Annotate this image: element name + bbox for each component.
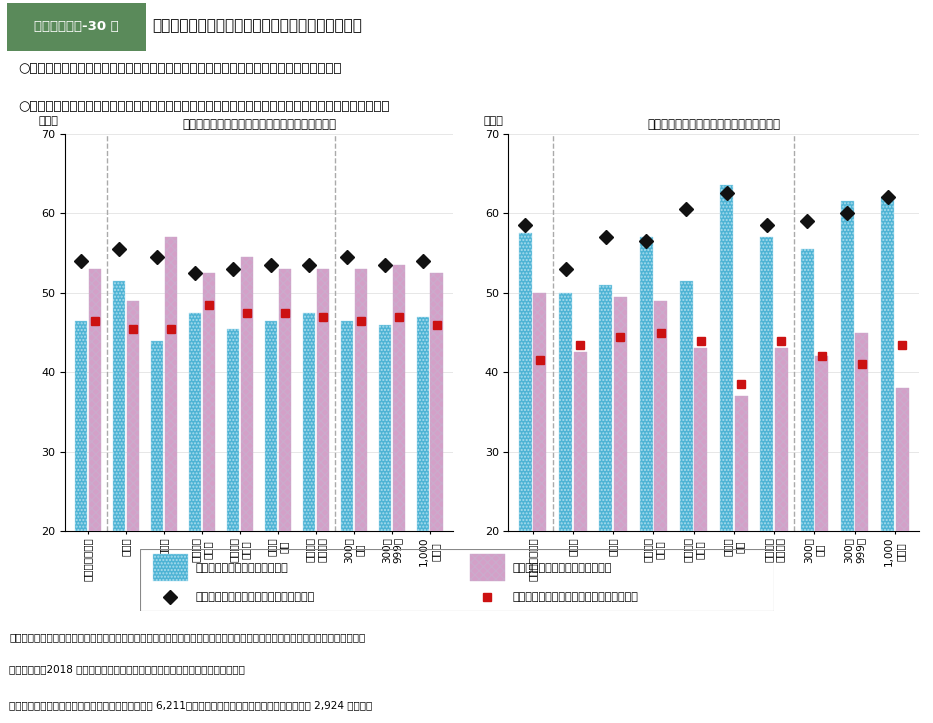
Bar [614, 296, 627, 531]
Bar [7, 3, 146, 51]
Bar [856, 333, 869, 531]
Bar [265, 321, 277, 531]
Bar [76, 321, 88, 531]
Bar [815, 356, 829, 531]
Text: ○　役職に就いていない労働者は、今後ゼネラリストとしての就労を希望する者が多い。: ○ 役職に就いていない労働者は、今後ゼネラリストとしての就労を希望する者が多い。 [19, 62, 342, 75]
Bar [430, 273, 442, 531]
Text: 現在、ゼネラリストとして就労: 現在、ゼネラリストとして就労 [195, 563, 288, 573]
Text: 役職別にみた従業員の能力に対する考え方について: 役職別にみた従業員の能力に対する考え方について [152, 19, 362, 33]
Bar [694, 348, 707, 531]
Bar [189, 312, 202, 531]
Bar [470, 555, 505, 581]
Bar [760, 237, 773, 531]
Bar [316, 269, 328, 531]
Bar [355, 269, 367, 531]
Bar [841, 201, 854, 531]
Bar [574, 352, 587, 531]
Bar [151, 341, 163, 531]
Text: （2018 年）の個票を厚生労働省労働政策担当参事官室にて独自集計: （2018 年）の個票を厚生労働省労働政策担当参事官室にて独自集計 [9, 664, 245, 675]
Bar [165, 237, 177, 531]
Bar [734, 396, 747, 531]
Bar [640, 237, 652, 531]
Text: ○　大企業の課長・部長相当職者は、今後スペシャリストとしての就労を希望する者の割合が高まる。: ○ 大企業の課長・部長相当職者は、今後スペシャリストとしての就労を希望する者の割… [19, 100, 390, 113]
Text: 現在、スペシャリストとして就労: 現在、スペシャリストとして就労 [512, 563, 612, 573]
Bar [896, 388, 909, 531]
Bar [654, 301, 667, 531]
Text: ５年先、スペシャリストとして就労を希望: ５年先、スペシャリストとして就労を希望 [512, 592, 638, 602]
Bar [341, 321, 353, 531]
Bar [379, 325, 391, 531]
Bar [417, 317, 429, 531]
Bar [801, 249, 814, 531]
Bar [534, 293, 547, 531]
Bar [202, 273, 215, 531]
Bar [279, 269, 291, 531]
Bar [393, 265, 405, 531]
Text: （％）: （％） [484, 116, 504, 126]
Title: 役職に就いていない労働者の能力に関する考え方: 役職に就いていない労働者の能力に関する考え方 [182, 118, 336, 131]
Bar [153, 555, 188, 581]
Bar [303, 312, 315, 531]
Bar [680, 281, 693, 531]
Text: ５年先、ゼネラリストとして就労を希望: ５年先、ゼネラリストとして就労を希望 [195, 592, 314, 602]
Bar [775, 348, 787, 531]
Bar [519, 233, 532, 531]
Text: （注）　左図の全規模・全産業のサンプルサイズは 6,211、右図の全規模・全産業のサンプルサイズは 2,924 である。: （注） 左図の全規模・全産業のサンプルサイズは 6,211、右図の全規模・全産業… [9, 700, 372, 710]
Bar [720, 186, 733, 531]
Bar [113, 281, 125, 531]
Bar [559, 293, 572, 531]
Bar [127, 301, 139, 531]
Text: 資料出所　（独）労働政策研究・研修機構「多様な働き方の進展と人材マネジメントの在り方に関する調査（正社員調査票）」: 資料出所 （独）労働政策研究・研修機構「多様な働き方の進展と人材マネジメントの在… [9, 632, 366, 642]
Bar [881, 197, 894, 531]
Bar [599, 285, 612, 531]
Title: 課長・部長相当職者の能力に関する考え方: 課長・部長相当職者の能力に関する考え方 [648, 118, 780, 131]
Bar [89, 269, 101, 531]
Bar [241, 257, 253, 531]
Text: （％）: （％） [38, 116, 58, 126]
Bar [227, 328, 239, 531]
Text: 第２－（１）-30 図: 第２－（１）-30 図 [35, 20, 118, 33]
